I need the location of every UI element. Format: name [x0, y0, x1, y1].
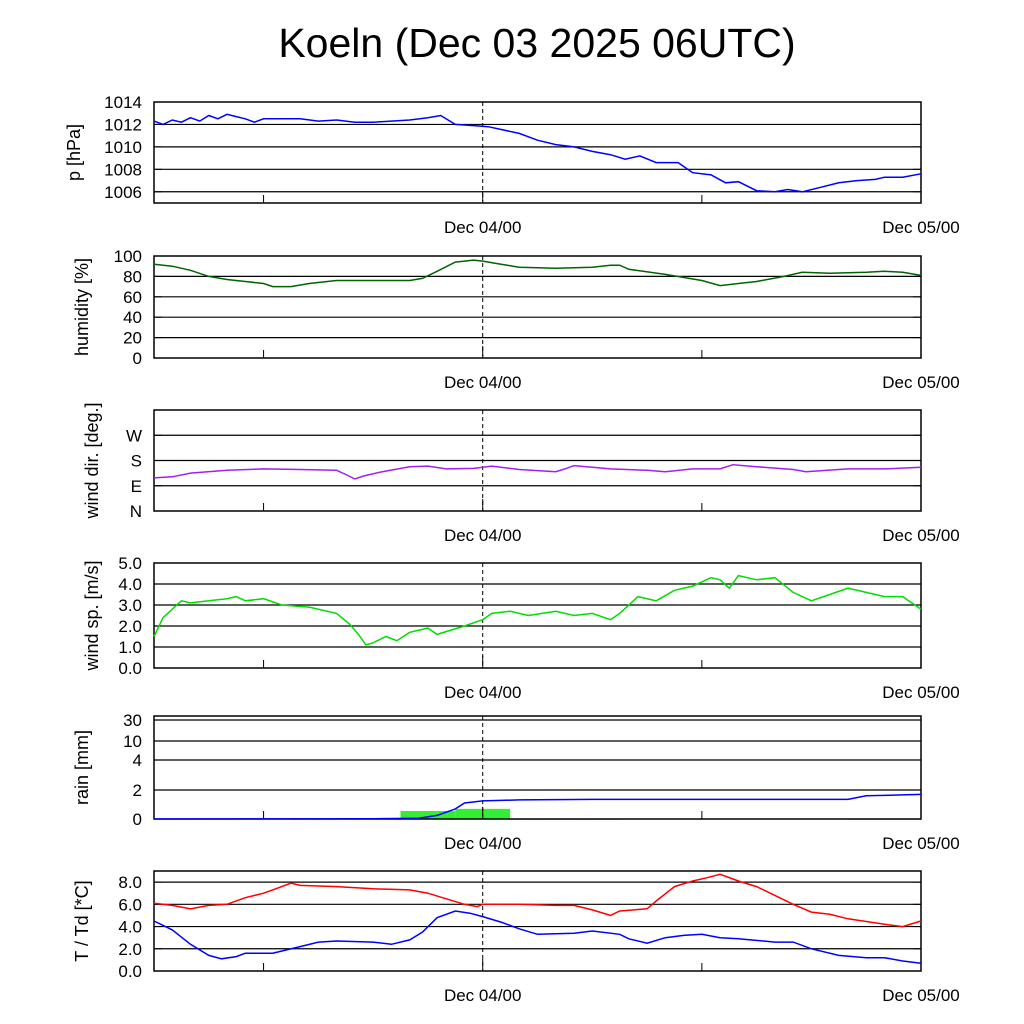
y-axis-label: rain [mm]	[72, 730, 92, 805]
y-tick-label: 4.0	[118, 918, 142, 937]
y-tick-label: 5.0	[118, 554, 142, 573]
y-tick-label: 1008	[104, 160, 142, 179]
plot-frame	[153, 562, 922, 669]
y-tick-label: S	[131, 452, 142, 471]
x-tick-label: Dec 05/00	[882, 834, 960, 853]
plot-frame	[153, 715, 922, 820]
y-tick-label: 20	[123, 329, 142, 348]
x-tick-label: Dec 04/00	[444, 526, 522, 545]
plot-frame	[153, 101, 922, 204]
y-tick-label: 1010	[104, 138, 142, 157]
y-tick-label: 8.0	[118, 873, 142, 892]
x-tick-label: Dec 04/00	[444, 373, 522, 392]
x-tick-label: Dec 05/00	[882, 683, 960, 702]
series-line-td	[153, 910, 922, 964]
y-tick-label: 0.0	[118, 659, 142, 678]
y-axis-label: T / Td [*C]	[72, 880, 92, 961]
series-line-accumulated-rain	[153, 793, 922, 820]
y-tick-label: 100	[114, 247, 142, 266]
x-tick-label: Dec 05/00	[882, 526, 960, 545]
y-tick-label: 1.0	[118, 638, 142, 657]
chart-title: Koeln (Dec 03 2025 06UTC)	[278, 20, 796, 66]
series-line-humidity	[153, 259, 922, 288]
y-tick-label: 0	[133, 349, 142, 368]
y-tick-label: 4.0	[118, 575, 142, 594]
plot-frame	[153, 255, 922, 359]
series-line-wind-speed	[153, 574, 922, 646]
y-tick-label: 1012	[104, 115, 142, 134]
y-tick-label: 0.0	[118, 962, 142, 981]
y-tick-label: W	[126, 426, 142, 445]
rain-bar	[400, 811, 456, 819]
y-tick-label: 6.0	[118, 895, 142, 914]
y-tick-label: E	[131, 477, 142, 496]
y-tick-label: 60	[123, 288, 142, 307]
x-tick-label: Dec 04/00	[444, 834, 522, 853]
x-tick-label: Dec 04/00	[444, 218, 522, 237]
x-tick-label: Dec 04/00	[444, 986, 522, 1005]
x-tick-label: Dec 05/00	[882, 373, 960, 392]
y-axis-label: humidity [%]	[72, 258, 92, 356]
x-tick-label: Dec 04/00	[444, 683, 522, 702]
panel-0: 1006 1008 1010 1012 1014 Dec 04/00 Dec 05/00 p …	[64, 93, 960, 237]
panel-4: 0 2 410 30 Dec 04/00 Dec 05/00 rain [mm]	[72, 711, 960, 853]
y-axis-label: wind sp. [m/s]	[82, 560, 102, 671]
plot-frame	[153, 409, 922, 512]
y-tick-label: 80	[123, 267, 142, 286]
y-tick-label: 2	[133, 781, 142, 800]
y-tick-label: 3.0	[118, 596, 142, 615]
y-tick-label: 1014	[104, 93, 142, 112]
y-axis-label: p [hPa]	[64, 124, 84, 181]
y-tick-label: 40	[123, 308, 142, 327]
y-tick-label: N	[130, 502, 142, 521]
x-tick-label: Dec 05/00	[882, 986, 960, 1005]
series-line-pressure	[153, 113, 922, 193]
y-tick-label: 4	[133, 751, 142, 770]
y-axis-label: wind dir. [deg.]	[82, 402, 102, 519]
y-tick-label: 30	[123, 711, 142, 730]
x-tick-label: Dec 05/00	[882, 218, 960, 237]
series-line-t	[153, 873, 922, 928]
panel-5: 0.0 2.0 4.0 6.0 8.0 Dec 04/00 Dec 05/00 T / Td …	[72, 870, 960, 1005]
y-tick-label: 1006	[104, 183, 142, 202]
series-line-wind-direction	[153, 463, 922, 480]
panel-3: 0.0 1.0 2.0 3.0 4.0 5.0 Dec 04/00 Dec 05/00 wind…	[82, 554, 960, 702]
y-tick-label: 2.0	[118, 617, 142, 636]
y-tick-label: 0	[133, 810, 142, 829]
y-tick-label: 2.0	[118, 940, 142, 959]
y-tick-label: 10	[123, 732, 142, 751]
plot-frame	[153, 870, 922, 972]
